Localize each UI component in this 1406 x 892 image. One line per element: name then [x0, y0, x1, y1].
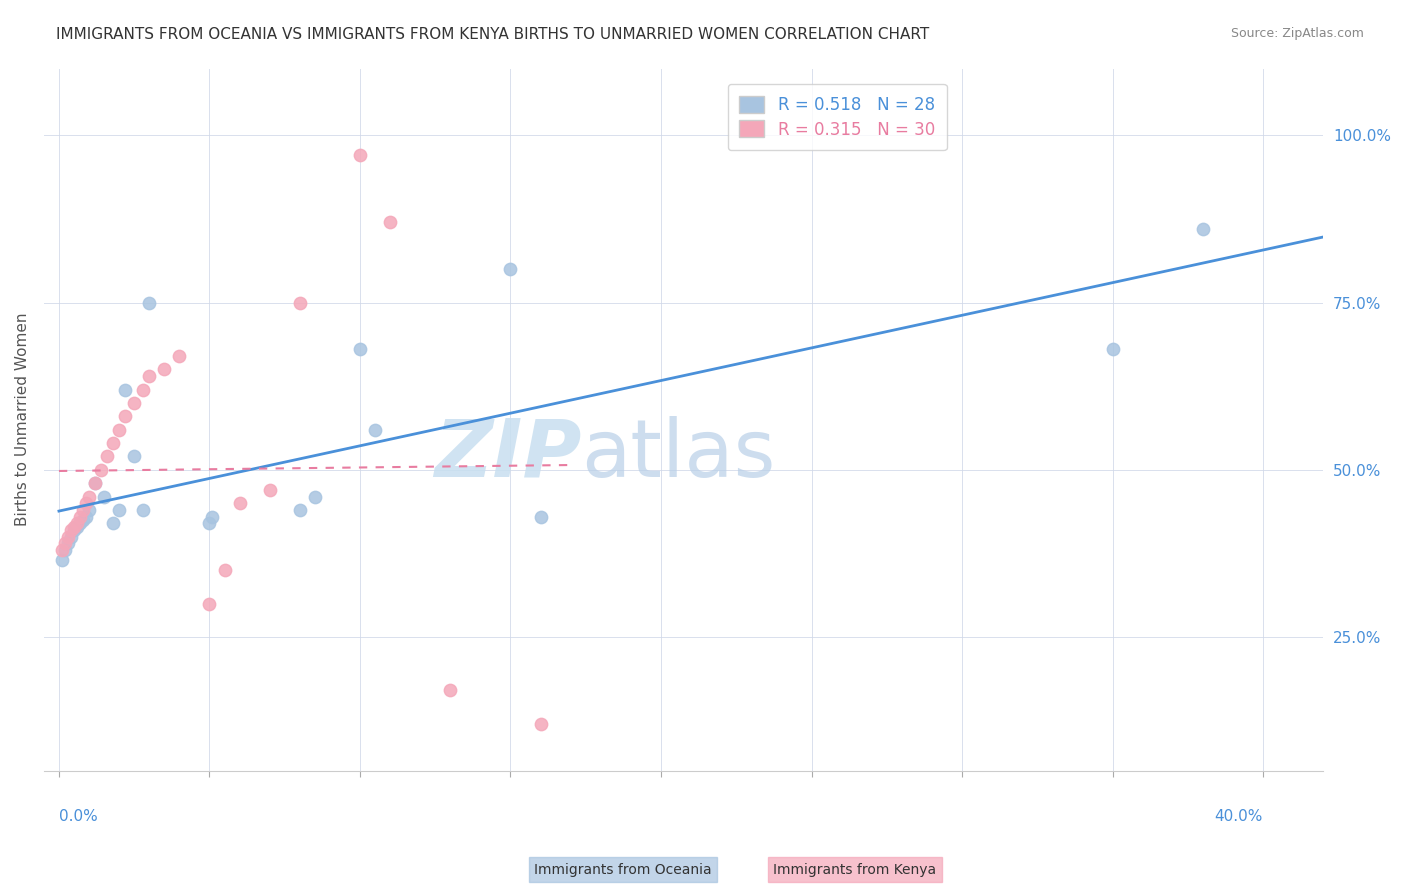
Point	[63, 523, 86, 537]
Point	[214, 563, 236, 577]
Point	[96, 450, 118, 464]
Point	[66, 519, 89, 533]
Point	[72, 503, 94, 517]
Point	[122, 450, 145, 464]
Legend: R = 0.518   N = 28, R = 0.315   N = 30: R = 0.518 N = 28, R = 0.315 N = 30	[728, 84, 946, 150]
Point	[75, 509, 97, 524]
Point	[169, 349, 191, 363]
Point	[84, 476, 107, 491]
Point	[132, 503, 155, 517]
Point	[84, 476, 107, 491]
Point	[198, 516, 221, 531]
Point	[63, 519, 86, 533]
Point	[201, 509, 224, 524]
Point	[138, 369, 160, 384]
Text: Source: ZipAtlas.com: Source: ZipAtlas.com	[1230, 27, 1364, 40]
Point	[288, 295, 311, 310]
Point	[77, 503, 100, 517]
Point	[59, 523, 82, 537]
Point	[439, 683, 461, 698]
Point	[198, 597, 221, 611]
Point	[288, 503, 311, 517]
Point	[529, 509, 551, 524]
Text: atlas: atlas	[581, 416, 776, 493]
Point	[66, 516, 89, 531]
Point	[101, 516, 124, 531]
Point	[101, 436, 124, 450]
Point	[72, 513, 94, 527]
Point	[349, 343, 371, 357]
Text: ZIP: ZIP	[434, 416, 581, 493]
Point	[69, 509, 91, 524]
Point	[153, 362, 176, 376]
Text: Immigrants from Oceania: Immigrants from Oceania	[534, 863, 711, 877]
Point	[59, 530, 82, 544]
Point	[1101, 343, 1123, 357]
Point	[499, 262, 522, 277]
Point	[108, 423, 131, 437]
Point	[75, 496, 97, 510]
Point	[90, 463, 112, 477]
Y-axis label: Births to Unmarried Women: Births to Unmarried Women	[15, 313, 30, 526]
Point	[1192, 222, 1215, 236]
Point	[51, 543, 73, 558]
Point	[122, 396, 145, 410]
Point	[53, 543, 76, 558]
Text: 40.0%: 40.0%	[1215, 809, 1263, 824]
Point	[364, 423, 387, 437]
Point	[114, 383, 136, 397]
Text: Immigrants from Kenya: Immigrants from Kenya	[773, 863, 936, 877]
Point	[51, 553, 73, 567]
Text: IMMIGRANTS FROM OCEANIA VS IMMIGRANTS FROM KENYA BIRTHS TO UNMARRIED WOMEN CORRE: IMMIGRANTS FROM OCEANIA VS IMMIGRANTS FR…	[56, 27, 929, 42]
Point	[349, 148, 371, 162]
Point	[93, 490, 115, 504]
Point	[56, 530, 79, 544]
Point	[53, 536, 76, 550]
Point	[132, 383, 155, 397]
Point	[304, 490, 326, 504]
Point	[259, 483, 281, 497]
Text: 0.0%: 0.0%	[59, 809, 97, 824]
Point	[114, 409, 136, 424]
Point	[69, 516, 91, 531]
Point	[77, 490, 100, 504]
Point	[56, 536, 79, 550]
Point	[228, 496, 250, 510]
Point	[529, 717, 551, 731]
Point	[108, 503, 131, 517]
Point	[378, 215, 401, 229]
Point	[138, 295, 160, 310]
